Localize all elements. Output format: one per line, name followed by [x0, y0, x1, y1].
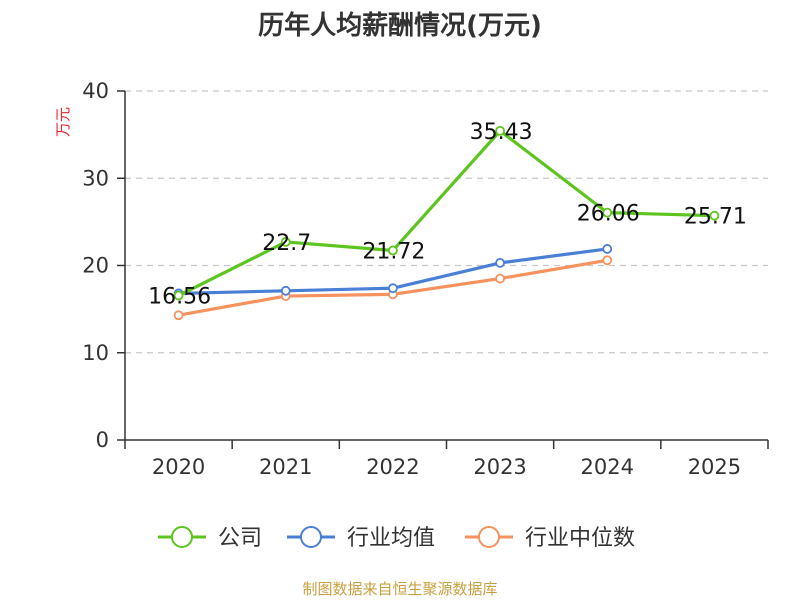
x-tick-label: 2021	[259, 455, 312, 479]
series-point[interactable]	[173, 310, 184, 321]
series-point[interactable]	[495, 125, 505, 136]
series-point[interactable]	[280, 237, 291, 247]
x-tick-label: 2023	[473, 455, 526, 479]
axes: 0 10 20 30 40 2020 2021 2022 2023 2024 2025	[82, 79, 769, 479]
data-source: 制图数据来自恒生聚源数据库	[302, 580, 497, 598]
chart-title: 历年人均薪酬情况(万元)	[258, 10, 542, 41]
legend-label-2[interactable]: 行业中位数	[525, 526, 635, 551]
series-point[interactable]	[280, 285, 291, 296]
data-label: 35.43	[470, 120, 533, 145]
y-tick-label: 10	[82, 341, 109, 365]
x-tick-label: 2024	[581, 455, 634, 479]
data-labels: 16.56 22.7 21.72 35.43 26.06 25.71	[148, 120, 747, 310]
legend-marker-1	[300, 526, 322, 548]
y-axis-label: 万元	[54, 107, 72, 137]
y-tick-label: 30	[82, 166, 109, 190]
series-lines	[173, 125, 720, 321]
series-point[interactable]	[602, 207, 613, 218]
x-tick-label: 2020	[152, 455, 205, 479]
legend-label-1[interactable]: 行业均值	[347, 526, 435, 551]
data-label: 22.7	[262, 231, 311, 256]
series-point[interactable]	[602, 244, 613, 254]
series-point[interactable]	[495, 257, 505, 268]
legend-marker-0	[171, 526, 193, 548]
y-tick-label: 40	[82, 79, 109, 103]
legend-marker-2	[478, 526, 500, 548]
series-point[interactable]	[388, 245, 398, 256]
grid-lines	[125, 90, 768, 354]
series-point[interactable]	[388, 283, 398, 294]
series-point[interactable]	[495, 273, 505, 284]
x-tick-label: 2022	[366, 455, 419, 479]
data-label: 16.56	[148, 285, 211, 310]
series-point[interactable]	[602, 255, 613, 266]
data-label: 26.06	[577, 202, 640, 227]
legend: 公司 行业均值 行业中位数	[158, 526, 635, 551]
legend-label-0[interactable]: 公司	[218, 526, 262, 551]
data-label: 21.72	[362, 239, 425, 264]
series-line-0	[176, 129, 717, 298]
y-tick-label: 20	[82, 254, 109, 278]
series-point[interactable]	[709, 210, 720, 221]
y-tick-label: 0	[96, 428, 109, 452]
x-tick-label: 2025	[688, 455, 741, 479]
data-label: 25.71	[684, 205, 747, 230]
series-point[interactable]	[173, 290, 184, 301]
